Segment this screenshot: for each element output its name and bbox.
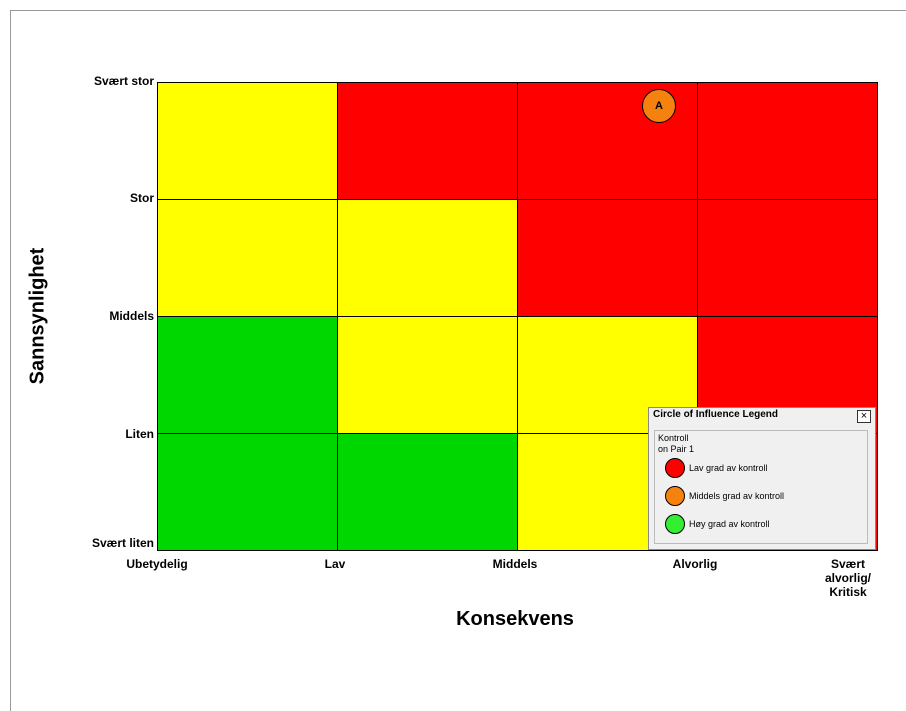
legend-group: Kontroll on Pair 1 Lav grad av kontroll M… xyxy=(654,430,868,544)
matrix-cell xyxy=(697,82,878,200)
y-label: Liten xyxy=(125,427,154,441)
x-axis-title: Konsekvens xyxy=(456,608,574,630)
group-label-line: Kontroll xyxy=(658,433,689,443)
x-label: Lav xyxy=(324,557,346,571)
y-label: Svært stor xyxy=(93,74,154,88)
risk-marker[interactable]: A xyxy=(642,89,676,123)
matrix-cell xyxy=(157,82,338,200)
legend-swatch xyxy=(665,514,685,534)
legend-label: Høy grad av kontroll xyxy=(689,519,770,529)
y-label: Svært liten xyxy=(91,536,154,550)
y-label: Middels xyxy=(109,309,154,323)
risk-matrix-window: Svært stor Stor Middels Liten Svært lite… xyxy=(10,10,906,711)
legend-item: Lav grad av kontroll xyxy=(665,458,768,478)
legend-label: Middels grad av kontroll xyxy=(689,491,785,501)
x-label: Svært alvorlig/ Kritisk xyxy=(825,557,871,599)
group-label: Kontroll on Pair 1 xyxy=(658,433,694,455)
matrix-cell xyxy=(157,316,338,434)
x-label-line: Svært xyxy=(830,557,866,571)
matrix-cell xyxy=(157,199,338,317)
legend-swatch xyxy=(665,458,685,478)
y-label: Stor xyxy=(130,191,154,205)
matrix-cell xyxy=(697,199,878,317)
matrix-cell xyxy=(337,316,518,434)
x-label: Alvorlig xyxy=(672,557,718,571)
matrix-cell xyxy=(337,82,518,200)
legend-title: Circle of Influence Legend xyxy=(653,409,779,420)
close-button[interactable]: × xyxy=(857,410,871,423)
x-label: Middels xyxy=(492,557,538,571)
legend-label: Lav grad av kontroll xyxy=(689,463,768,473)
x-label: Ubetydelig xyxy=(126,557,188,571)
matrix-cell xyxy=(157,433,338,551)
matrix-cell xyxy=(337,199,518,317)
legend-item: Middels grad av kontroll xyxy=(665,486,784,506)
group-label-line: on Pair 1 xyxy=(658,444,695,454)
legend-item: Høy grad av kontroll xyxy=(665,514,770,534)
matrix-cell xyxy=(337,433,518,551)
y-axis-title: Sannsynlighet xyxy=(26,247,49,385)
legend-swatch xyxy=(665,486,685,506)
x-label-line: alvorlig/ xyxy=(824,571,872,585)
frame xyxy=(10,10,906,711)
x-label-line: Kritisk xyxy=(829,585,867,599)
matrix-cell xyxy=(517,199,698,317)
legend-panel: Circle of Influence Legend × Kontroll on… xyxy=(648,407,876,550)
